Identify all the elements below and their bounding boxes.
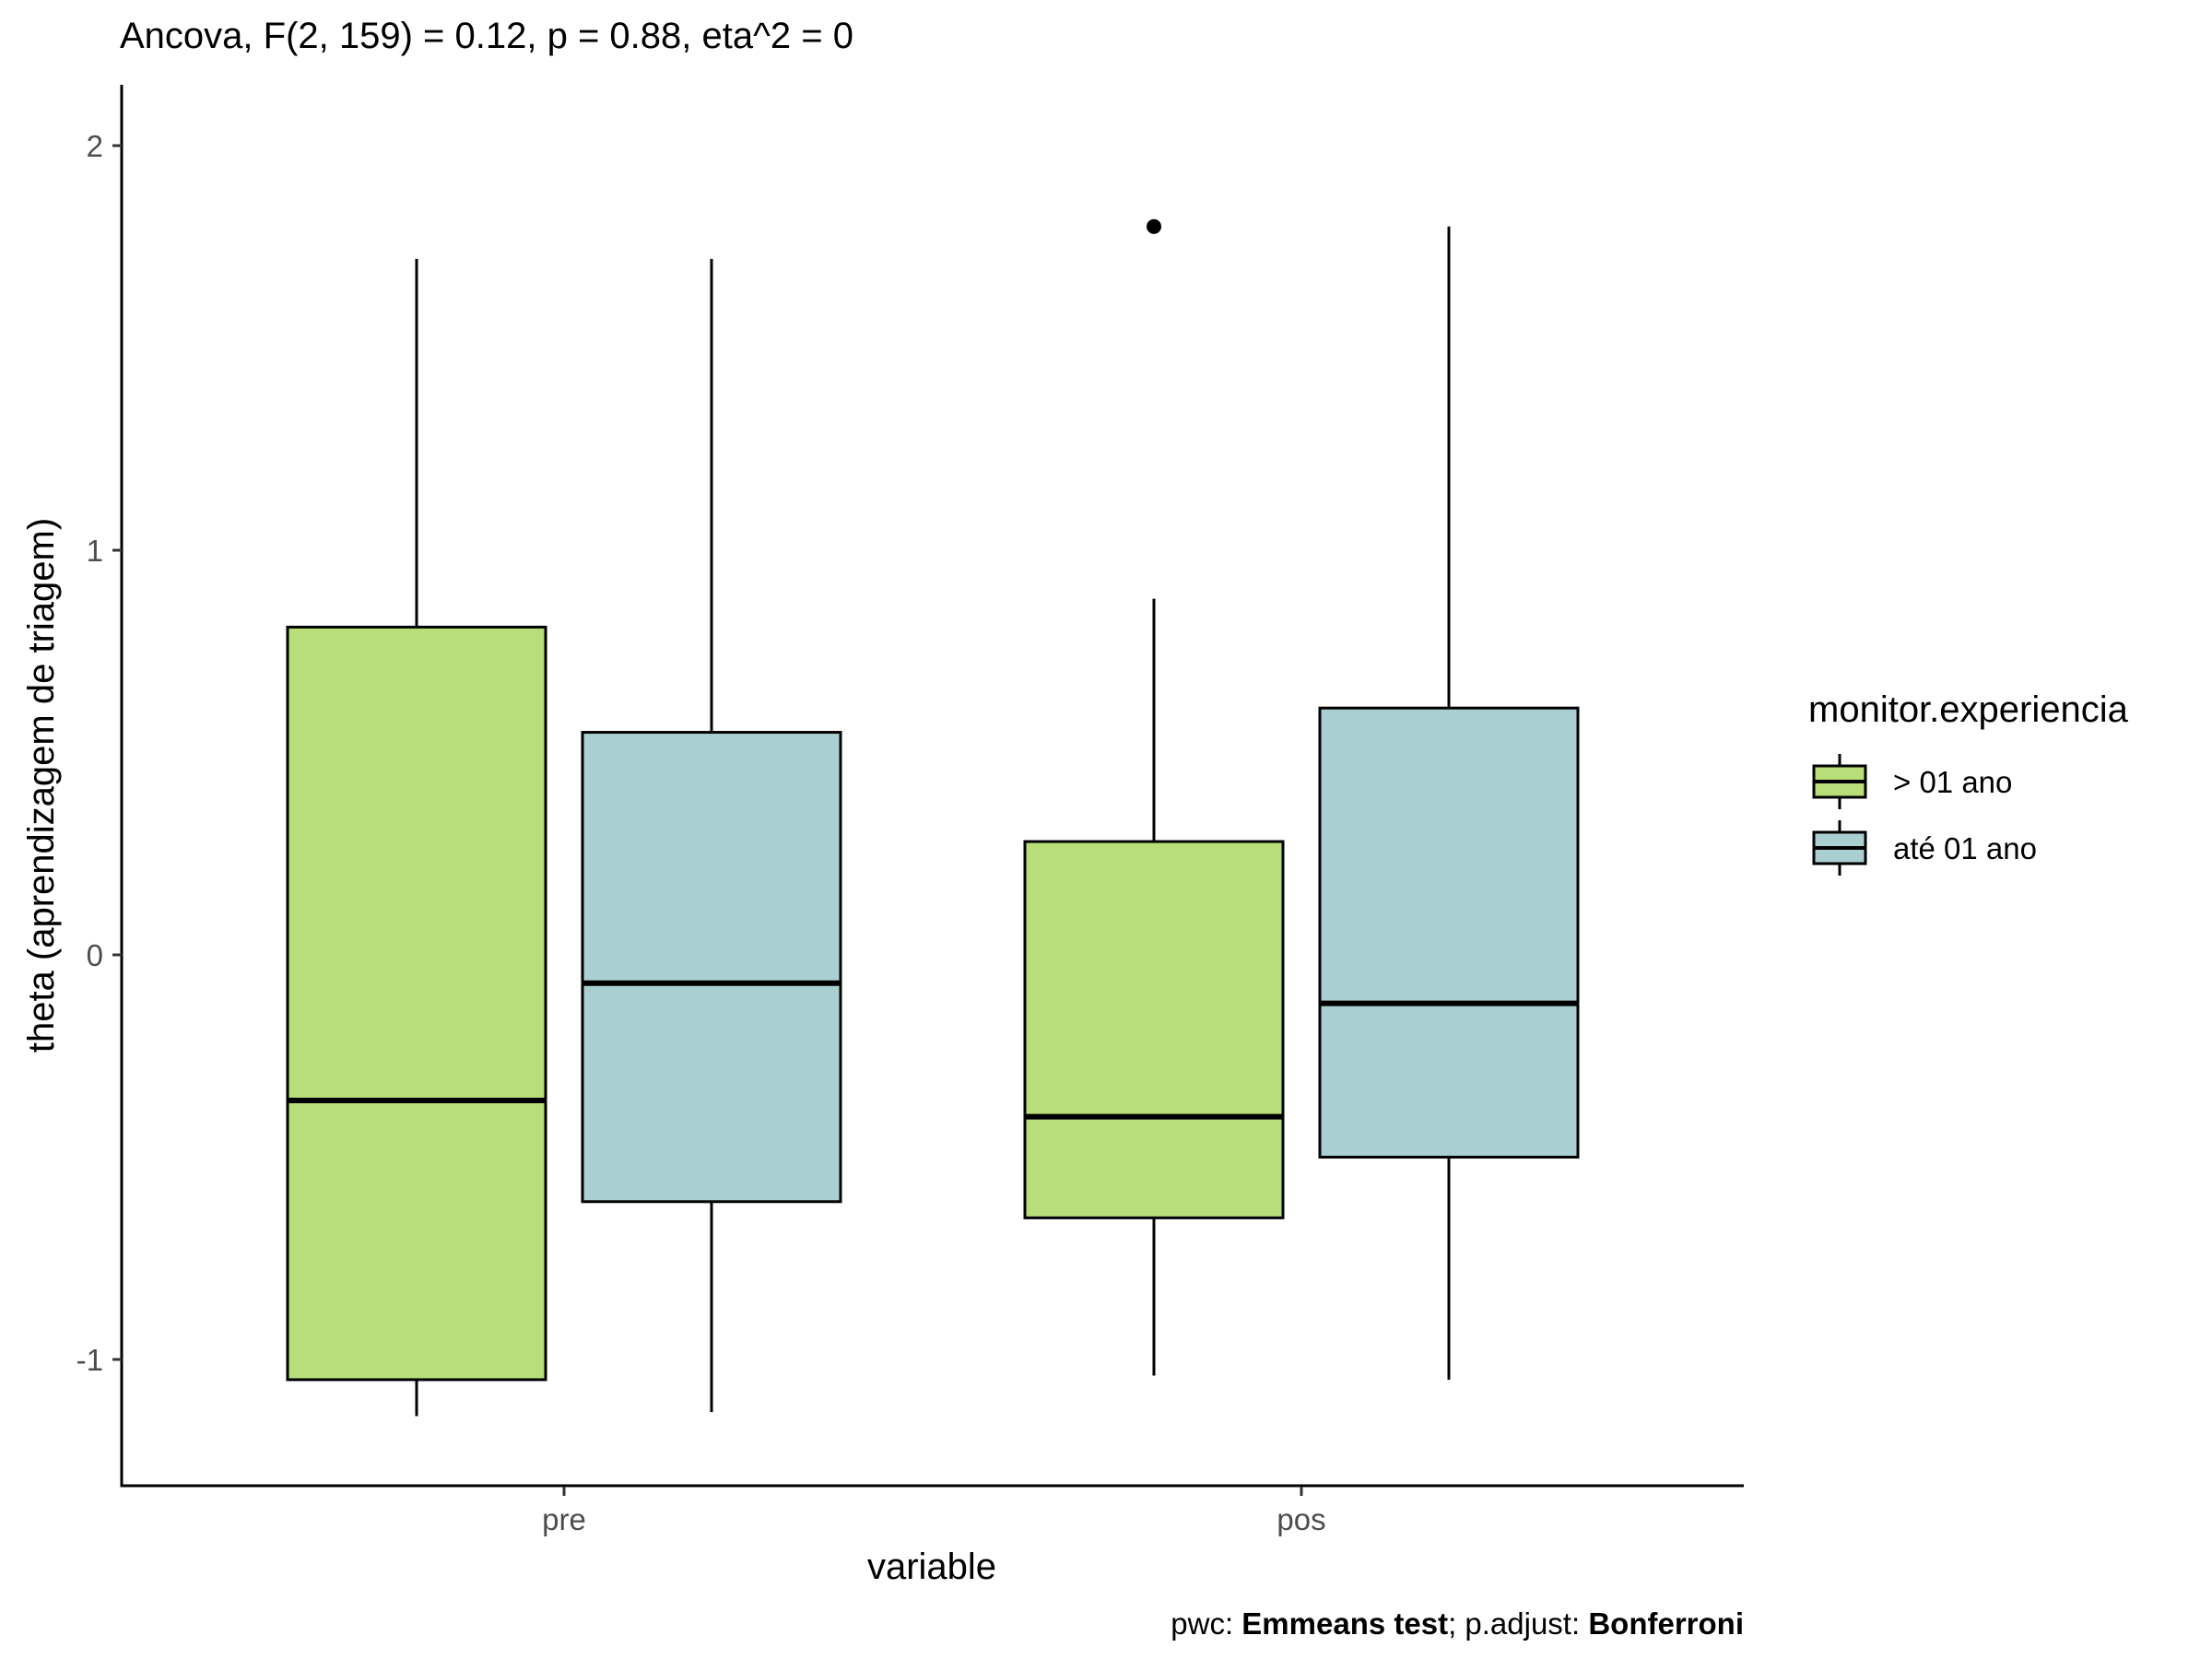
legend-title: monitor.experiencia [1808, 689, 2129, 730]
box-pos-series-2 [1318, 226, 1580, 1380]
legend-entry: até 01 ano [1812, 820, 2037, 876]
caption-adjust: Bonferroni [1588, 1606, 1744, 1641]
caption: pwc: Emmeans test; p.adjust: Bonferroni [1171, 1606, 1744, 1641]
y-tick-label: 2 [87, 129, 103, 163]
legend: monitor.experiencia > 01 ano até 01 ano [1808, 689, 2129, 876]
box-iqr [286, 625, 547, 1382]
x-tick-label: pre [542, 1502, 586, 1536]
y-tick-label: -1 [76, 1343, 103, 1377]
box-iqr [1318, 706, 1580, 1159]
legend-entries: > 01 ano até 01 ano [1812, 754, 2037, 876]
box-pre-series-1 [286, 258, 547, 1417]
caption-test: Emmeans test [1241, 1606, 1448, 1641]
box-pos-series-1 [1023, 218, 1285, 1376]
box-pre-series-2 [581, 258, 842, 1413]
caption-prefix: pwc: [1171, 1606, 1241, 1641]
legend-label: > 01 ano [1893, 765, 2012, 799]
legend-label: até 01 ano [1893, 831, 2037, 865]
box-iqr [581, 731, 842, 1204]
y-tick-label: 1 [87, 534, 103, 568]
legend-entry: > 01 ano [1812, 754, 2012, 809]
x-tick-label: pos [1277, 1502, 1325, 1536]
x-axis-ticks: pre pos [542, 1487, 1326, 1536]
x-axis-title: variable [867, 1547, 996, 1587]
chart-title: Ancova, F(2, 159) = 0.12, p = 0.88, eta^… [120, 16, 853, 56]
y-axis-title: theta (aprendizagem de triagem) [21, 518, 62, 1053]
y-tick-label: 0 [87, 938, 103, 972]
caption-separator: ; p.adjust: [1448, 1606, 1588, 1641]
plot-area [286, 218, 1580, 1417]
box-iqr [1023, 840, 1285, 1219]
outlier-point [1147, 218, 1161, 234]
y-axis-ticks: -1 0 1 2 [76, 129, 122, 1377]
